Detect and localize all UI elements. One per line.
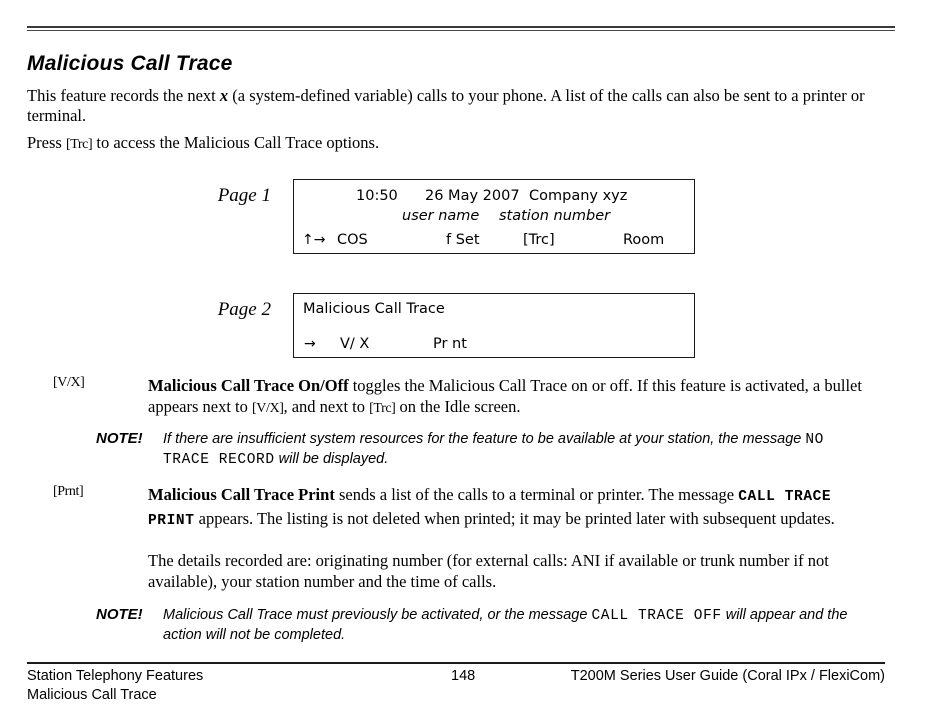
- lcd-row-softkeys-page-1: ↑→ COS f Set [Trc] Room: [294, 230, 694, 250]
- note-body-2: Malicious Call Trace must previously be …: [163, 606, 863, 645]
- footer-page-number: 148: [451, 668, 476, 684]
- inline-key-vx: [V/X]: [252, 401, 284, 416]
- page-title: Malicious Call Trace: [27, 52, 233, 75]
- figure-label-page-1: Page 1: [217, 185, 271, 206]
- note-mono-message-2: CALL TRACE OFF: [591, 608, 722, 624]
- footer-rule: [27, 662, 885, 664]
- note-mono-message-1: NO TRACE RECORD: [163, 432, 824, 468]
- definition-text-prnt-a: sends a list of the calls to a terminal …: [334, 485, 739, 504]
- key-trc-inline: [Trc]: [65, 137, 93, 152]
- note-text-1-b: will be displayed.: [274, 451, 389, 467]
- press-text-after: to access the Malicious Call Trace optio…: [92, 133, 380, 152]
- lcd-time: 10:50: [356, 188, 398, 204]
- note-text-1-a: If there are insufficient system resourc…: [163, 431, 806, 447]
- lcd-company: Company xyz: [529, 188, 628, 204]
- lcd-row-idle-top: 10:50 26 May 2007 Company xyz: [294, 186, 694, 206]
- lcd-row-softkeys-page-2: → V/ X Pr nt: [294, 334, 694, 354]
- note-text-2-a: Malicious Call Trace must previously be …: [163, 607, 592, 623]
- definition-term-prnt: Malicious Call Trace Print: [148, 485, 335, 504]
- lcd-display-page-1: 10:50 26 May 2007 Company xyz user name …: [293, 179, 695, 254]
- header-rule-thick: [27, 26, 895, 28]
- definition-body-prnt: Malicious Call Trace Print sends a list …: [148, 484, 883, 532]
- note-body-1: If there are insufficient system resourc…: [163, 430, 863, 470]
- note-label-2: NOTE!: [96, 606, 143, 623]
- figure-page-2: Page 2 Malicious Call Trace → V/ X Pr nt: [218, 293, 695, 358]
- header-rule: [27, 26, 895, 31]
- definition-key-prnt: [Prnt]: [53, 484, 84, 499]
- lcd-row-title-page-2: Malicious Call Trace: [294, 299, 694, 319]
- press-text-before: Press: [27, 133, 66, 152]
- softkey-print[interactable]: Pr nt: [433, 336, 467, 352]
- footer-left-line-1: Station Telephony Features: [27, 668, 204, 684]
- definition-text-vx-b: , and next to: [283, 397, 370, 416]
- footer-left-line-2: Malicious Call Trace: [27, 687, 157, 703]
- header-rule-gap: [27, 28, 895, 30]
- variable-x: x: [219, 86, 229, 105]
- softkey-f-set[interactable]: f Set: [446, 232, 480, 248]
- lcd-row-idle-sub: user name station number: [294, 206, 694, 226]
- details-paragraph: The details recorded are: originating nu…: [148, 551, 829, 591]
- note-text-2-b: will appear and the action will not be c…: [163, 607, 848, 643]
- footer-guide-title: T200M Series User Guide (Coral IPx / Fle…: [570, 668, 885, 684]
- definition-text-vx-a: toggles the Malicious Call Trace on or o…: [148, 376, 862, 416]
- note-label-1: NOTE!: [96, 430, 143, 447]
- softkey-v-x[interactable]: V/ X: [340, 336, 370, 352]
- softkey-trc[interactable]: [Trc]: [523, 232, 555, 248]
- nav-arrows-icon[interactable]: ↑→: [302, 232, 326, 248]
- intro-text-before: This feature records the next: [27, 86, 220, 105]
- definition-body-vx: Malicious Call Trace On/Off toggles the …: [148, 375, 883, 419]
- figure-label-page-2: Page 2: [217, 299, 271, 320]
- figure-page-1: Page 1 10:50 26 May 2007 Company xyz use…: [218, 179, 695, 254]
- nav-arrow-icon[interactable]: →: [304, 336, 316, 352]
- definition-text-prnt-b: appears. The listing is not deleted when…: [194, 509, 835, 528]
- lcd-station-number: station number: [499, 208, 611, 224]
- lcd-title-text: Malicious Call Trace: [303, 301, 445, 317]
- inline-key-trc: [Trc]: [369, 401, 396, 416]
- lcd-date: 26 May 2007: [425, 188, 520, 204]
- lcd-display-page-2: Malicious Call Trace → V/ X Pr nt: [293, 293, 695, 358]
- definition-text-vx-c: on the Idle screen.: [395, 397, 521, 416]
- intro-paragraph-2: Press [Trc] to access the Malicious Call…: [27, 133, 883, 155]
- intro-paragraph-1: This feature records the next x (a syste…: [27, 86, 883, 126]
- definition-mono-message-prnt: CALL TRACE PRINT: [148, 489, 832, 529]
- lcd-user-name: user name: [402, 208, 480, 224]
- softkey-cos[interactable]: COS: [337, 232, 368, 248]
- intro-text-after: (a system-defined variable) calls to you…: [27, 86, 865, 125]
- definition-term-vx: Malicious Call Trace On/Off: [148, 376, 349, 395]
- definition-key-vx: [V/X]: [53, 375, 85, 390]
- header-rule-thin: [27, 30, 895, 31]
- softkey-room[interactable]: Room: [623, 232, 665, 248]
